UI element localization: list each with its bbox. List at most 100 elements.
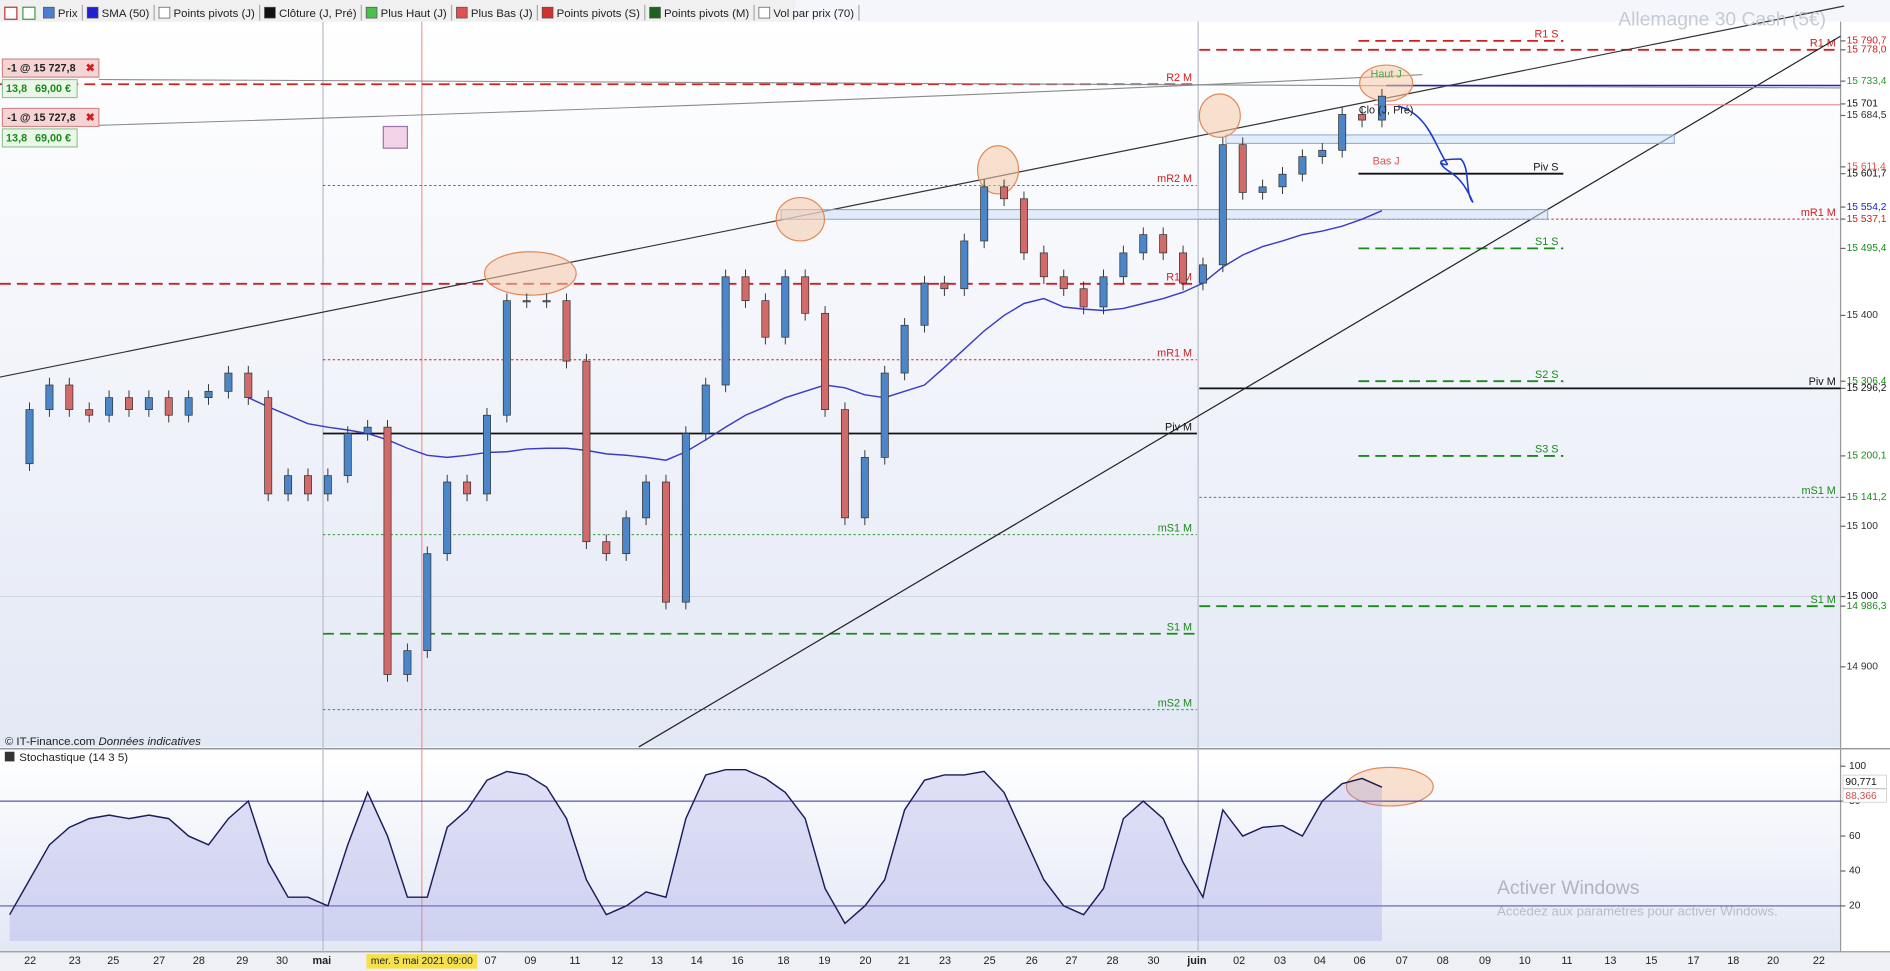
- x-tick-label: 04: [1314, 955, 1326, 967]
- x-tick-label: 21: [898, 955, 910, 967]
- candle: [443, 481, 452, 555]
- x-tick-label: 17: [1688, 955, 1700, 967]
- candle: [761, 300, 770, 338]
- toolbar-button[interactable]: [4, 6, 18, 20]
- cursor-date: mer. 5 mai 2021 09:00: [371, 956, 473, 967]
- candle: [1258, 186, 1267, 193]
- candle: [1358, 114, 1367, 121]
- candle: [840, 409, 849, 519]
- toolbar-label[interactable]: Plus Haut (J): [381, 8, 447, 20]
- y-tick-label: 15 554,2: [1847, 202, 1887, 213]
- x-tick-label: 25: [984, 955, 996, 967]
- candle: [323, 475, 332, 495]
- y-tick-label: 100: [1849, 761, 1866, 772]
- x-tick-label: 13: [651, 955, 663, 967]
- candle: [721, 276, 730, 386]
- x-tick-label: 28: [193, 955, 205, 967]
- toolbar-label[interactable]: Points pivots (S): [557, 8, 640, 20]
- toolbar-label[interactable]: Vol par prix (70): [773, 8, 854, 20]
- x-tick-label: 15: [1645, 955, 1657, 967]
- x-tick-label: 12: [611, 955, 623, 967]
- toolbar-swatch[interactable]: [649, 6, 661, 19]
- toolbar-swatch[interactable]: [86, 6, 99, 19]
- toolbar-swatch[interactable]: [541, 6, 554, 19]
- x-tick-label: 19: [818, 955, 830, 967]
- price-panel: [0, 21, 1841, 747]
- y-tick-label: 15 000: [1847, 591, 1879, 602]
- candle: [1179, 252, 1188, 284]
- toolbar-label[interactable]: Prix: [58, 8, 78, 20]
- candle: [144, 397, 153, 410]
- order-label: -1 @ 15 727,8: [7, 63, 75, 75]
- candle: [602, 541, 611, 555]
- toolbar-label[interactable]: Clôture (J, Pré): [279, 8, 357, 20]
- close-icon[interactable]: ✖: [86, 63, 95, 75]
- x-tick-label: 18: [777, 955, 789, 967]
- pivot-label: Piv S: [1533, 162, 1558, 174]
- toolbar-label[interactable]: Plus Bas (J): [471, 8, 533, 20]
- toolbar-background: [0, 0, 796, 22]
- pivot-label: S3 S: [1535, 444, 1558, 456]
- toolbar-label[interactable]: Points pivots (J): [173, 8, 255, 20]
- close-icon[interactable]: ✖: [86, 112, 95, 124]
- x-tick-label: 06: [1354, 955, 1366, 967]
- toolbar-swatch[interactable]: [43, 6, 55, 19]
- toolbar-button[interactable]: [22, 6, 36, 20]
- candle: [184, 397, 193, 416]
- candle: [701, 384, 710, 434]
- y-tick-label: 15 733,4: [1847, 76, 1887, 87]
- candle: [463, 481, 472, 495]
- candle: [542, 300, 551, 303]
- y-tick-label: 20: [1849, 901, 1861, 912]
- candle: [1039, 252, 1048, 278]
- toolbar-swatch[interactable]: [264, 6, 276, 19]
- x-tick-label: 02: [1233, 955, 1245, 967]
- y-tick-label: 15 684,5: [1847, 110, 1887, 121]
- y-tick-label: 15 200,1: [1847, 451, 1887, 462]
- x-tick-label: 03: [1274, 955, 1286, 967]
- toolbar-label[interactable]: SMA (50): [102, 8, 150, 20]
- x-tick-label: 30: [1148, 955, 1160, 967]
- y-tick-label: 60: [1849, 831, 1861, 842]
- credit-source: © IT-Finance.com: [5, 736, 95, 748]
- highlight-ellipse: [775, 196, 826, 242]
- y-tick-label: 15 537,1: [1847, 214, 1887, 225]
- annotation: Bas J: [1373, 155, 1400, 167]
- candle: [960, 240, 969, 290]
- pivot-label: R1 M: [1810, 38, 1836, 50]
- tool-icon[interactable]: [382, 125, 409, 149]
- x-tick-label: mai: [312, 955, 331, 967]
- sma-line: [248, 210, 1383, 461]
- indicator-icon[interactable]: [4, 751, 15, 762]
- x-tick-label: 29: [236, 955, 248, 967]
- x-tick-label: 27: [1066, 955, 1078, 967]
- y-tick-label: 15 306,4: [1847, 376, 1887, 387]
- pivot-label: Piv M: [1809, 376, 1836, 388]
- x-tick-label: 09: [1479, 955, 1491, 967]
- pivot-label: R1 S: [1534, 29, 1558, 41]
- candle: [622, 517, 631, 555]
- pivot-label: mS2 M: [1158, 698, 1192, 710]
- toolbar-swatch[interactable]: [758, 6, 771, 19]
- credit-note: Données indicatives: [98, 736, 201, 748]
- order-label: -1 @ 15 727,8: [7, 112, 75, 124]
- toolbar-swatch[interactable]: [365, 6, 378, 19]
- candle: [383, 426, 392, 675]
- candle: [1298, 156, 1307, 175]
- stochastic-area: [9, 769, 1382, 941]
- candle: [741, 276, 750, 302]
- candle: [661, 481, 670, 603]
- toolbar-swatch[interactable]: [456, 6, 468, 19]
- candle: [522, 300, 531, 303]
- x-tick-label: 27: [153, 955, 165, 967]
- y-tick-label: 15 296,2: [1847, 383, 1887, 394]
- candle: [45, 384, 54, 410]
- candle: [65, 384, 74, 410]
- x-tick-label: 23: [69, 955, 81, 967]
- toolbar-label[interactable]: Points pivots (M): [664, 8, 749, 20]
- order-box: [1, 78, 78, 99]
- toolbar-swatch[interactable]: [158, 6, 171, 19]
- candle: [880, 372, 889, 458]
- y-tick-label: 15 400: [1847, 310, 1879, 321]
